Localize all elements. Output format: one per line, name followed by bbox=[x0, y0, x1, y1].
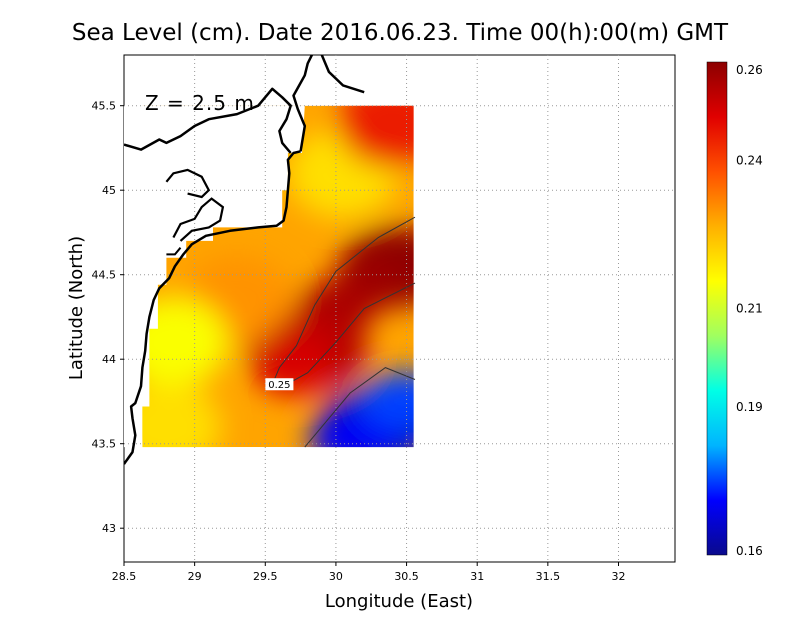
colorbar-tick-label: 0.16 bbox=[736, 544, 763, 558]
coastline-delta bbox=[124, 87, 292, 154]
x-tick-label: 28.5 bbox=[112, 570, 137, 583]
x-ticks: 28.5 29 29.5 30 30.5 31 31.5 32 bbox=[112, 562, 625, 583]
grid-lines bbox=[124, 55, 675, 562]
x-tick-label: 31 bbox=[470, 570, 484, 583]
coastline-lagoon bbox=[320, 55, 365, 94]
chart-title: Sea Level (cm). Date 2016.06.23. Time 00… bbox=[72, 20, 729, 46]
y-tick-label: 45.5 bbox=[92, 100, 117, 113]
colorbar: 0.26 0.24 0.21 0.19 0.16 bbox=[706, 61, 763, 558]
contour-label-bg bbox=[265, 378, 294, 391]
field-feature bbox=[142, 381, 222, 448]
contour-label: 0.25 bbox=[268, 380, 290, 391]
y-tick-label: 44 bbox=[102, 353, 116, 366]
coastline bbox=[124, 55, 365, 465]
y-tick-label: 43 bbox=[102, 522, 116, 535]
x-tick-label: 31.5 bbox=[536, 570, 561, 583]
land-area bbox=[124, 105, 305, 448]
colorbar-tick-label: 0.24 bbox=[736, 154, 763, 168]
y-ticks: 43 43.5 44 44.5 45 45.5 bbox=[92, 100, 124, 535]
y-tick-label: 45 bbox=[102, 184, 116, 197]
depth-annotation: Z = 2.5 m bbox=[145, 91, 255, 115]
colorbar-tick-label: 0.21 bbox=[736, 302, 763, 316]
colorbar-tick-label: 0.19 bbox=[736, 400, 763, 414]
field-low bbox=[358, 371, 414, 432]
contour-line bbox=[304, 367, 416, 448]
field-feature bbox=[142, 297, 229, 388]
contour-line bbox=[271, 216, 416, 385]
x-tick-label: 30.5 bbox=[394, 570, 419, 583]
x-tick-label: 29 bbox=[188, 570, 202, 583]
y-tick-label: 44.5 bbox=[92, 269, 117, 282]
y-tick-label: 43.5 bbox=[92, 438, 117, 451]
coastline-main bbox=[124, 150, 301, 465]
x-tick-label: 30 bbox=[329, 570, 343, 583]
coastline-lake bbox=[166, 247, 182, 256]
colorbar-tick-label: 0.26 bbox=[736, 63, 763, 77]
contour-lines: 0.25 bbox=[265, 216, 416, 448]
field-feature bbox=[337, 105, 414, 168]
coastline-lake bbox=[165, 168, 211, 199]
contour-line bbox=[286, 282, 416, 385]
x-axis-label: Longitude (East) bbox=[325, 591, 473, 612]
coastline-lake bbox=[172, 197, 225, 242]
colorbar-ramp bbox=[706, 61, 728, 556]
x-tick-label: 32 bbox=[611, 570, 625, 583]
x-tick-label: 29.5 bbox=[253, 570, 278, 583]
colorbar-ticks: 0.26 0.24 0.21 0.19 0.16 bbox=[736, 63, 763, 558]
land-mask bbox=[124, 105, 305, 448]
y-axis-label: Latitude (North) bbox=[66, 236, 87, 380]
coastline-north bbox=[292, 55, 314, 152]
